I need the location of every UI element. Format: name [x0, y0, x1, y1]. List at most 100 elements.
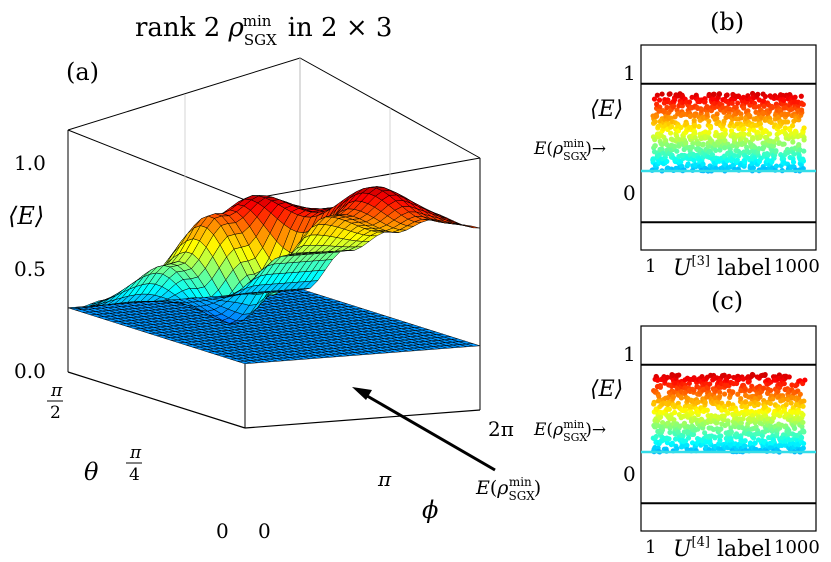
phi-axis-label: ϕ	[422, 496, 438, 524]
data-point	[755, 129, 761, 135]
data-point	[781, 381, 787, 387]
panel-a: rank 2 ρSGXmin in 2 × 3 (a) 1.0	[8, 12, 541, 543]
data-point	[707, 439, 713, 445]
data-point	[734, 157, 740, 163]
data-point	[781, 141, 787, 147]
x-axis-label: U[3] label	[673, 254, 771, 281]
data-point	[741, 126, 747, 132]
data-point	[722, 131, 728, 137]
z-axis: 1.0 0.5 0.0 ⟨E⟩	[8, 151, 46, 383]
data-point	[707, 381, 713, 387]
panel-c-frame	[640, 325, 817, 532]
panel-a-title: rank 2 ρSGXmin in 2 × 3	[135, 12, 392, 49]
data-point	[721, 391, 728, 397]
data-point	[717, 393, 723, 399]
data-point	[659, 91, 665, 97]
phi-tick-label: π	[377, 467, 392, 491]
data-point	[741, 105, 747, 111]
min-annotation-label: E(ρSGXmin)	[475, 475, 541, 503]
data-point	[800, 428, 806, 434]
data-point	[689, 94, 695, 100]
data-point	[656, 393, 662, 399]
data-point	[773, 148, 779, 154]
data-point	[722, 138, 728, 144]
data-point	[711, 91, 717, 97]
data-point	[762, 371, 768, 378]
data-point	[692, 130, 698, 136]
data-point	[785, 111, 791, 117]
data-point	[746, 379, 752, 385]
data-point	[695, 399, 701, 405]
data-point	[698, 416, 705, 422]
y-tick-label: 1	[623, 61, 636, 85]
data-point	[798, 93, 804, 99]
data-point	[768, 119, 774, 126]
data-point	[707, 125, 714, 131]
x-tick-label: 1000	[774, 537, 820, 558]
data-point	[653, 433, 659, 440]
data-point	[738, 115, 744, 121]
data-point	[722, 145, 728, 151]
data-point	[670, 394, 677, 400]
data-point	[656, 152, 662, 159]
data-point	[720, 105, 726, 111]
data-point	[718, 433, 724, 439]
data-point	[781, 97, 787, 103]
data-point	[692, 162, 699, 168]
panel-b-points	[649, 90, 807, 174]
data-point	[788, 400, 794, 406]
data-point	[674, 148, 680, 154]
data-point	[672, 409, 678, 416]
data-point	[789, 106, 795, 112]
theta-axis-label: θ	[84, 458, 99, 486]
x-axis-label: U[4] label	[673, 535, 771, 562]
data-point	[700, 141, 706, 147]
panel-b-frame	[640, 44, 817, 251]
data-point	[746, 131, 752, 137]
data-point	[670, 103, 677, 109]
data-point	[716, 91, 723, 97]
data-point	[704, 111, 710, 117]
data-point	[672, 143, 678, 150]
data-point	[718, 426, 724, 432]
x-tick-label: 1000	[774, 256, 820, 277]
data-point	[774, 136, 780, 142]
data-point	[667, 91, 673, 97]
panel-a-base-axes	[67, 371, 481, 429]
data-point	[702, 99, 708, 105]
data-point	[726, 373, 732, 380]
data-point	[785, 119, 791, 125]
surface-cell	[296, 287, 311, 291]
data-point	[747, 113, 753, 119]
data-point	[730, 389, 736, 395]
data-point	[657, 384, 664, 390]
data-point	[674, 446, 680, 452]
data-point	[760, 98, 767, 104]
theta-tick-pi4-num: π	[129, 443, 142, 463]
phi-tick-label: 2π	[488, 417, 514, 441]
x-tick-label: 1	[645, 537, 656, 558]
data-point	[767, 400, 773, 407]
data-point	[685, 161, 691, 167]
data-point	[666, 436, 672, 442]
data-point	[738, 395, 744, 402]
panel-c: (c) 1 0 ⟨E⟩ E(ρSGXmin)→ 1 1000 U[4] labe…	[533, 287, 820, 562]
data-point	[769, 143, 776, 149]
data-point	[766, 131, 773, 137]
data-point	[752, 144, 758, 151]
data-point	[678, 124, 684, 131]
data-point	[756, 97, 762, 103]
data-point	[699, 107, 705, 113]
data-point	[713, 165, 719, 171]
data-point	[762, 93, 768, 100]
data-point	[760, 110, 767, 117]
data-point	[738, 111, 744, 117]
data-point	[651, 96, 658, 102]
data-point	[689, 410, 695, 416]
data-point	[704, 407, 710, 413]
data-point	[732, 152, 738, 159]
theta-tick-pi2-den: 2	[50, 403, 61, 423]
data-point	[756, 146, 762, 152]
data-point	[800, 440, 807, 447]
